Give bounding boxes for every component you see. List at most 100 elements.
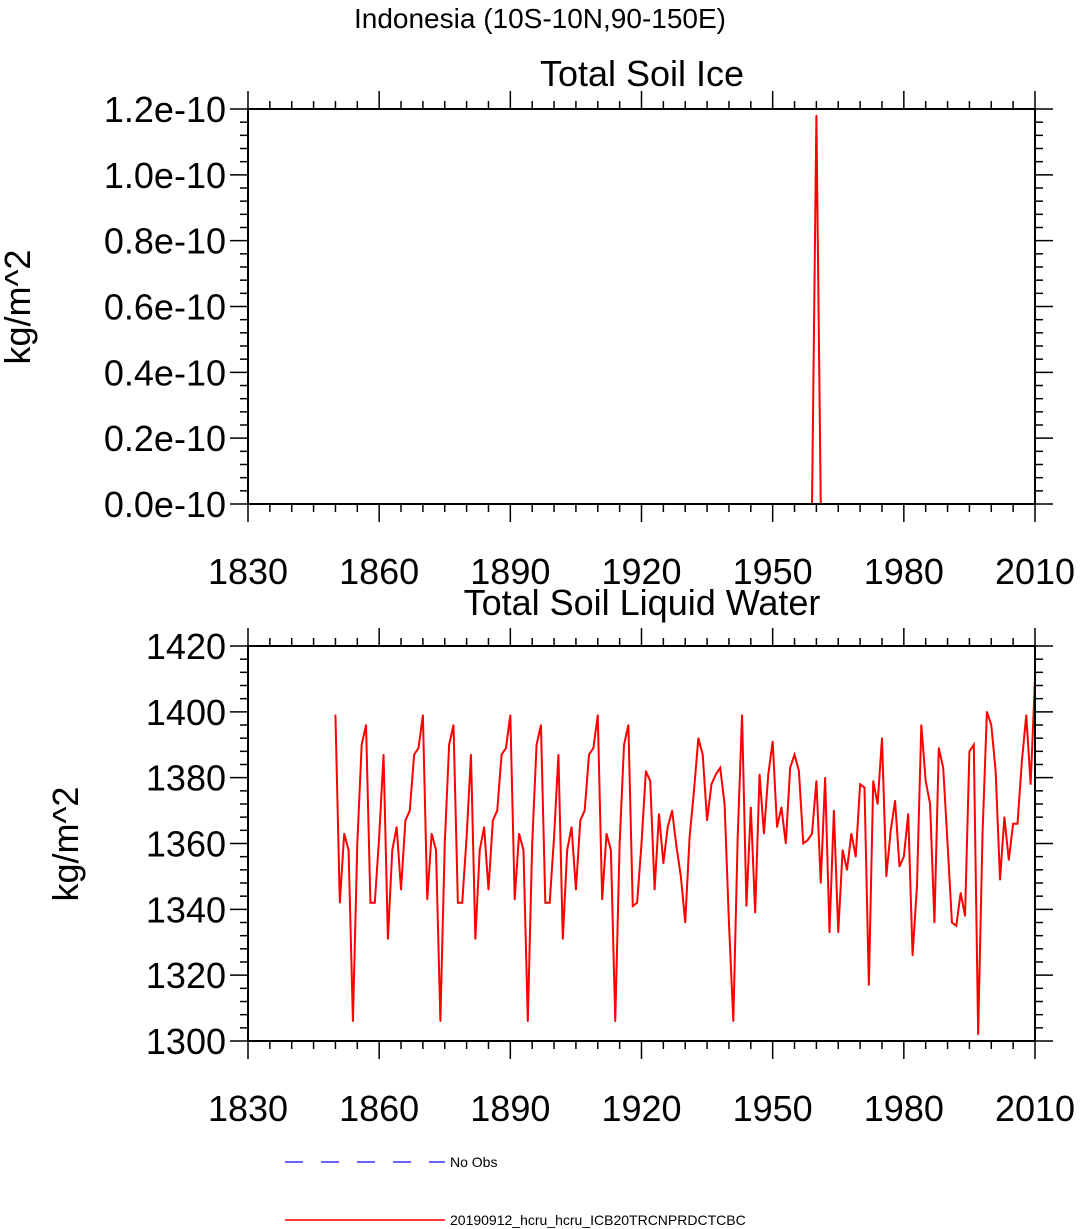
- data-point: [837, 931, 840, 934]
- data-point: [798, 770, 800, 772]
- data-point: [618, 842, 621, 845]
- x-tick-label: 1920: [601, 1088, 681, 1129]
- y-axis-label: kg/m^2: [45, 787, 86, 902]
- data-point: [763, 832, 765, 835]
- data-point: [706, 819, 708, 822]
- data-point: [531, 842, 533, 845]
- data-point: [439, 1020, 442, 1023]
- data-point: [767, 773, 770, 776]
- data-point: [662, 862, 665, 865]
- x-tick-label: 1980: [864, 1088, 944, 1129]
- data-point: [474, 938, 477, 940]
- series-line: [335, 115, 1035, 505]
- figure-suptitle: Indonesia (10S-10N,90-150E): [354, 3, 726, 34]
- data-point: [938, 747, 940, 749]
- data-point: [859, 783, 861, 786]
- data-point: [588, 753, 590, 756]
- data-point: [959, 892, 962, 894]
- y-tick-label: 0.6e-10: [104, 287, 226, 328]
- data-point: [990, 724, 993, 726]
- data-point: [334, 714, 337, 716]
- data-point: [811, 832, 813, 835]
- legend: No Obs 20190912_hcru_hcru_ICB20TRCNPRDCT…: [285, 1154, 746, 1228]
- data-point: [509, 714, 512, 716]
- x-tick-label: 1830: [208, 551, 288, 592]
- y-tick-label: 1420: [146, 626, 226, 667]
- data-point: [828, 931, 831, 934]
- data-point: [789, 766, 791, 769]
- data-point: [426, 898, 429, 901]
- series-group: [334, 114, 1036, 505]
- data-point: [784, 842, 787, 845]
- y-tick-label: 1380: [146, 758, 226, 799]
- legend-label-model: 20190912_hcru_hcru_ICB20TRCNPRDCTCBC: [450, 1212, 746, 1228]
- data-point: [387, 938, 389, 940]
- data-point: [360, 743, 363, 746]
- data-point: [750, 806, 752, 809]
- y-tick-label: 1400: [146, 692, 226, 733]
- panel-total-soil-liquid-water: Total Soil Liquid Water kg/m^2 1830 1860 1…: [45, 582, 1075, 1129]
- data-point: [776, 826, 778, 828]
- legend-label-no-obs: No Obs: [450, 1154, 497, 1170]
- data-point: [391, 849, 394, 851]
- data-point: [693, 790, 695, 792]
- data-point: [601, 898, 603, 901]
- data-point: [430, 832, 433, 835]
- data-point: [907, 813, 910, 815]
- data-point: [570, 826, 573, 828]
- data-point: [640, 842, 643, 845]
- data-point: [347, 849, 350, 851]
- y-tick-label: 1360: [146, 824, 226, 865]
- data-point: [653, 888, 656, 891]
- data-point: [680, 875, 682, 878]
- data-point: [819, 882, 822, 884]
- data-point: [955, 924, 958, 927]
- data-point: [736, 836, 739, 838]
- data-point: [1007, 859, 1010, 861]
- data-point: [701, 753, 704, 756]
- data-point: [806, 839, 809, 842]
- data-point: [465, 836, 468, 838]
- y-tick-label: 1.0e-10: [104, 155, 226, 196]
- data-point: [868, 984, 870, 986]
- data-point: [889, 829, 892, 832]
- data-point: [356, 842, 359, 845]
- data-point: [452, 724, 455, 726]
- x-tick-label: 2010: [995, 1088, 1075, 1129]
- data-point: [964, 915, 966, 917]
- data-point: [666, 826, 669, 828]
- data-point: [972, 743, 975, 746]
- data-point: [518, 832, 520, 835]
- x-tick-label: 1980: [864, 551, 944, 592]
- data-point: [1003, 816, 1006, 818]
- y-tick-label: 1.2e-10: [104, 89, 226, 130]
- data-point: [457, 901, 459, 904]
- data-point: [378, 836, 380, 838]
- data-point: [435, 849, 437, 851]
- data-point: [994, 770, 997, 772]
- data-point: [920, 724, 923, 726]
- panel-total-soil-ice: Total Soil Ice kg/m^2 1830 1860 1890 1920 19…: [0, 53, 1075, 592]
- data-point: [1012, 822, 1014, 825]
- data-point: [492, 819, 494, 822]
- data-point: [1029, 783, 1032, 786]
- data-point: [513, 898, 516, 901]
- data-point: [631, 905, 634, 907]
- data-point: [1021, 760, 1023, 763]
- data-point: [715, 773, 717, 776]
- x-tick-label: 1830: [208, 1088, 288, 1129]
- data-point: [483, 826, 485, 828]
- plot-frame: [247, 645, 1036, 1042]
- x-tick-label: 2010: [995, 551, 1075, 592]
- series-group: [334, 678, 1036, 1036]
- data-point: [815, 114, 818, 117]
- data-point: [553, 836, 555, 838]
- panel-title: Total Soil Ice: [540, 53, 744, 94]
- data-point: [658, 813, 660, 815]
- data-point: [824, 776, 826, 779]
- y-tick-label: 0.8e-10: [104, 221, 226, 262]
- data-point: [999, 878, 1001, 881]
- data-point: [636, 901, 638, 904]
- y-tick-label: 1340: [146, 889, 226, 930]
- x-tick-label: 1950: [733, 1088, 813, 1129]
